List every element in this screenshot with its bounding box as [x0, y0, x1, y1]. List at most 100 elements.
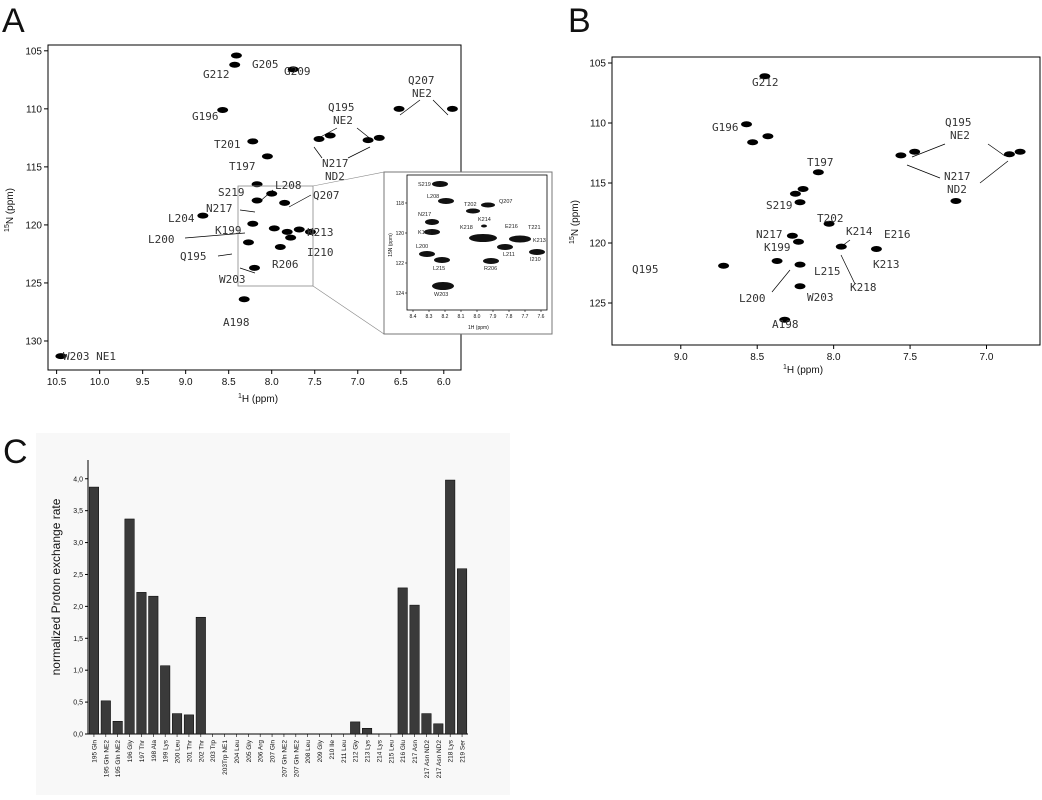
- category-label: 205 Gly: [246, 739, 253, 762]
- label-t201: T201: [214, 138, 241, 151]
- panel-a-peak: [285, 234, 297, 241]
- panel-b-y-tick-label: 125: [589, 299, 606, 310]
- panel-c-y-tick-label: 3,5: [73, 508, 83, 515]
- panel-b-peak: [762, 133, 774, 140]
- label-b-k199: K199: [764, 241, 791, 254]
- label-b-ne2: NE2: [950, 129, 970, 142]
- panel-b-peak: [1003, 151, 1015, 158]
- label-k213: K213: [307, 226, 334, 239]
- inset-peak: [432, 282, 454, 290]
- category-label: 208 Leu: [305, 740, 312, 764]
- panel-b-peak: [823, 220, 835, 227]
- panel-a-y-tick-label: 120: [25, 220, 42, 231]
- panel-c-y-tick-label: 2,0: [73, 604, 83, 611]
- inset-peak: [425, 219, 439, 225]
- category-label: 209 Gly: [317, 739, 324, 762]
- panel-a-peak: [293, 226, 305, 233]
- panel-letter-c: C: [3, 433, 28, 471]
- panel-a-peak: [55, 353, 67, 360]
- category-label: 216 Glu: [400, 740, 407, 763]
- panel-a-x-tick-label: 7.0: [351, 377, 365, 388]
- label-i210: I210: [307, 246, 334, 259]
- category-label: 213 Lys: [365, 739, 372, 762]
- label-nd2-top: ND2: [325, 170, 345, 183]
- panel-b-peak: [909, 148, 921, 155]
- inset-label: L208: [427, 194, 439, 200]
- inset-label: Q207: [499, 199, 512, 205]
- panel-b-x-tick-label: 9.0: [674, 352, 688, 363]
- panel-a-peak: [242, 239, 254, 246]
- inset-peak: [434, 257, 450, 263]
- label-ne2-a: NE2: [412, 87, 432, 100]
- panel-b-x-tick-label: 8.0: [827, 352, 841, 363]
- panel-a-peak: [247, 220, 259, 227]
- panel-b-spectrum: 9.0 8.5 8.0 7.5 7.0 105 110 115 120 125 G212 G196…: [569, 56, 1041, 376]
- bar: [172, 713, 183, 735]
- inset-label: K214: [478, 217, 491, 223]
- panel-b-peak: [747, 139, 759, 146]
- label-q195-top: Q195: [328, 101, 355, 114]
- panel-a-x-tick-label: 9.5: [136, 377, 150, 388]
- category-label: 207 Gln NE2: [281, 740, 288, 778]
- panel-c-y-tick-label: 3,0: [73, 540, 83, 547]
- category-label: 217 Asn ND2: [424, 740, 431, 779]
- inset-label: E216: [505, 224, 518, 230]
- panel-a-peak: [266, 190, 278, 197]
- panel-b-peak: [771, 258, 783, 264]
- category-label: 195 Gln NE2: [103, 740, 110, 778]
- inset-x-tick-label: 8.4: [410, 314, 417, 320]
- panel-c-ylabel: normalized Proton exchange rate: [49, 498, 63, 675]
- category-label: 217 Asn: [412, 740, 419, 764]
- panel-b-frame: [611, 56, 1041, 346]
- label-g212: G212: [203, 68, 230, 81]
- panel-c-y-tick-label: 1,0: [73, 668, 83, 675]
- panel-b-peaks: [718, 73, 1026, 323]
- panel-b-peak: [779, 316, 791, 323]
- inset-label: R206: [484, 266, 497, 272]
- category-label: 199 Lys: [163, 739, 170, 762]
- label-b-q195-top: Q195: [945, 116, 972, 129]
- category-label: 211 Leu: [341, 740, 348, 763]
- label-l208: L208: [275, 179, 302, 192]
- label-b-nd2: ND2: [947, 183, 967, 196]
- category-label: 203Trp NE1: [222, 740, 229, 775]
- label-l200: L200: [148, 233, 175, 246]
- panel-a-peak: [238, 296, 250, 303]
- panel-b-peak: [759, 73, 771, 80]
- inset-y-tick-label: 120: [396, 231, 405, 237]
- inset-label: T221: [528, 225, 541, 231]
- bar: [148, 595, 159, 735]
- panel-a-peak: [274, 243, 286, 250]
- panel-b-x-tick-label: 8.5: [750, 352, 764, 363]
- panel-b-peak: [895, 152, 907, 159]
- panel-c-y-tick-label: 2,5: [73, 572, 83, 579]
- inset-x-tick-label: 8.1: [458, 314, 465, 320]
- bar: [445, 479, 456, 735]
- category-label: 203 Trp: [210, 740, 217, 762]
- panel-c-y-tick-label: 0,5: [73, 700, 83, 707]
- panel-b-peak: [794, 261, 806, 268]
- panel-b-x-tick-label: 7.5: [903, 352, 917, 363]
- bar: [421, 713, 432, 735]
- bar: [433, 723, 444, 735]
- panel-b-xlabel: 1H (ppm): [783, 364, 823, 376]
- panel-a-peak: [393, 105, 405, 112]
- panel-a-y-tick-label: 105: [25, 46, 42, 57]
- panel-a-peak: [362, 137, 374, 144]
- panel-a-spectrum: 10.5 10.0 9.5 9.0 8.5 8.0 7.5 7.0 6.5 6.0 105 110 11…: [4, 44, 553, 405]
- inset-label: N217: [418, 212, 431, 218]
- inset-peak: [438, 198, 454, 204]
- label-b-e216: E216: [884, 228, 911, 241]
- inset-y-tick-label: 124: [396, 291, 405, 297]
- panel-b-peak: [792, 238, 804, 245]
- panel-a-xlabel: 1H (ppm): [238, 393, 278, 405]
- panel-a-y-tick-label: 115: [26, 162, 42, 173]
- inset-peak: [469, 234, 497, 242]
- label-q207-a: Q207: [408, 74, 435, 87]
- inset-label: K218: [460, 225, 473, 231]
- category-label: 195 Gln: [91, 740, 98, 763]
- label-a198: A198: [223, 316, 250, 329]
- inset-label: K199: [418, 230, 431, 236]
- panel-c-y-tick-label: 1,5: [73, 636, 83, 643]
- category-label: 207 Gln NE2: [293, 740, 300, 778]
